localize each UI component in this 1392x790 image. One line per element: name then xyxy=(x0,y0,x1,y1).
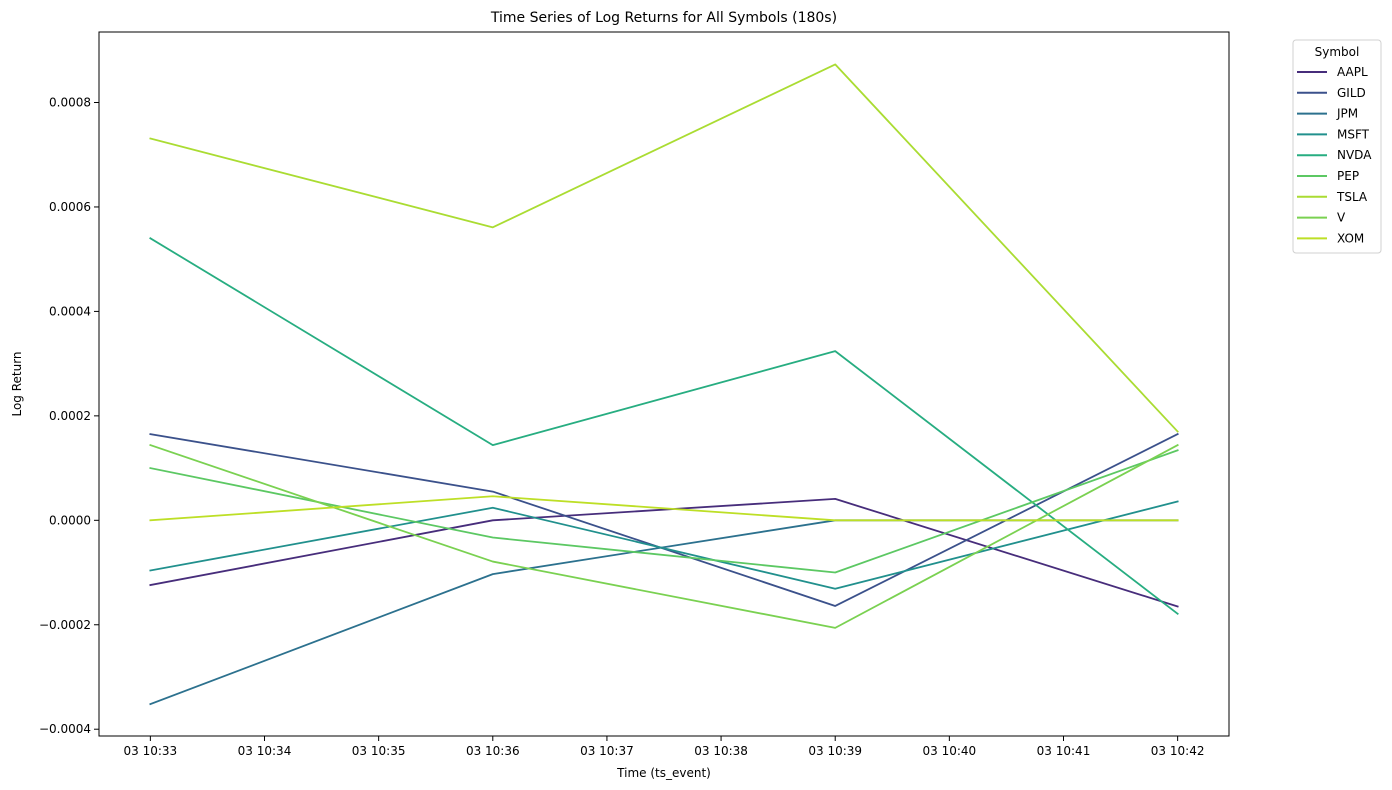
y-tick-label: 0.0008 xyxy=(49,96,91,110)
legend-label-tsla: TSLA xyxy=(1336,190,1368,204)
plot-area xyxy=(98,31,1230,737)
series-line-v xyxy=(149,443,1179,629)
x-tick-label: 03 10:37 xyxy=(580,744,634,758)
series-line-tsla xyxy=(149,63,1179,433)
x-tick-label: 03 10:41 xyxy=(1037,744,1091,758)
x-axis-label: Time (ts_event) xyxy=(616,766,711,780)
legend-label-msft: MSFT xyxy=(1337,127,1370,141)
x-tick-label: 03 10:33 xyxy=(124,744,178,758)
legend-label-aapl: AAPL xyxy=(1337,65,1368,79)
x-tick-label: 03 10:40 xyxy=(923,744,977,758)
legend-label-gild: GILD xyxy=(1337,86,1366,100)
legend: Symbol AAPL GILD JPM MSFT NVDA PEP TSLA V XOM xyxy=(1292,39,1382,254)
plot-border xyxy=(98,31,1230,737)
x-tick-label: 03 10:36 xyxy=(466,744,520,758)
y-tick-label: −0.0004 xyxy=(39,722,91,736)
series-line-msft xyxy=(149,500,1179,590)
legend-label-xom: XOM xyxy=(1337,231,1364,245)
x-tick-label: 03 10:39 xyxy=(808,744,862,758)
chart-title: Time Series of Log Returns for All Symbo… xyxy=(490,10,837,26)
legend-label-pep: PEP xyxy=(1337,169,1359,183)
series-layer xyxy=(149,63,1179,706)
x-tick-label: 03 10:35 xyxy=(352,744,406,758)
y-axis: −0.0004 −0.0002 0.0000 0.0002 0.0004 0.0006 0.… xyxy=(39,96,99,736)
y-tick-label: 0.0002 xyxy=(49,409,91,423)
y-tick-label: 0.0000 xyxy=(49,513,91,527)
y-axis-label: Log Return xyxy=(10,351,24,416)
plot-frame xyxy=(99,32,1229,736)
y-tick-label: −0.0002 xyxy=(39,618,91,632)
legend-label-jpm: JPM xyxy=(1336,107,1358,121)
series-line-aapl xyxy=(149,497,1179,608)
legend-label-nvda: NVDA xyxy=(1337,148,1372,162)
x-tick-label: 03 10:34 xyxy=(238,744,292,758)
x-axis: 03 10:33 03 10:34 03 10:35 03 10:36 03 10:37… xyxy=(124,736,1205,758)
series-line-xom xyxy=(149,495,1179,522)
legend-items: AAPL GILD JPM MSFT NVDA PEP TSLA V XOM xyxy=(1297,65,1372,245)
x-tick-label: 03 10:38 xyxy=(694,744,748,758)
x-tick-label: 03 10:42 xyxy=(1151,744,1205,758)
legend-title: Symbol xyxy=(1315,45,1360,59)
legend-label-v: V xyxy=(1337,211,1346,225)
y-tick-label: 0.0006 xyxy=(49,200,91,214)
y-tick-label: 0.0004 xyxy=(49,304,91,318)
series-line-nvda xyxy=(149,237,1179,616)
